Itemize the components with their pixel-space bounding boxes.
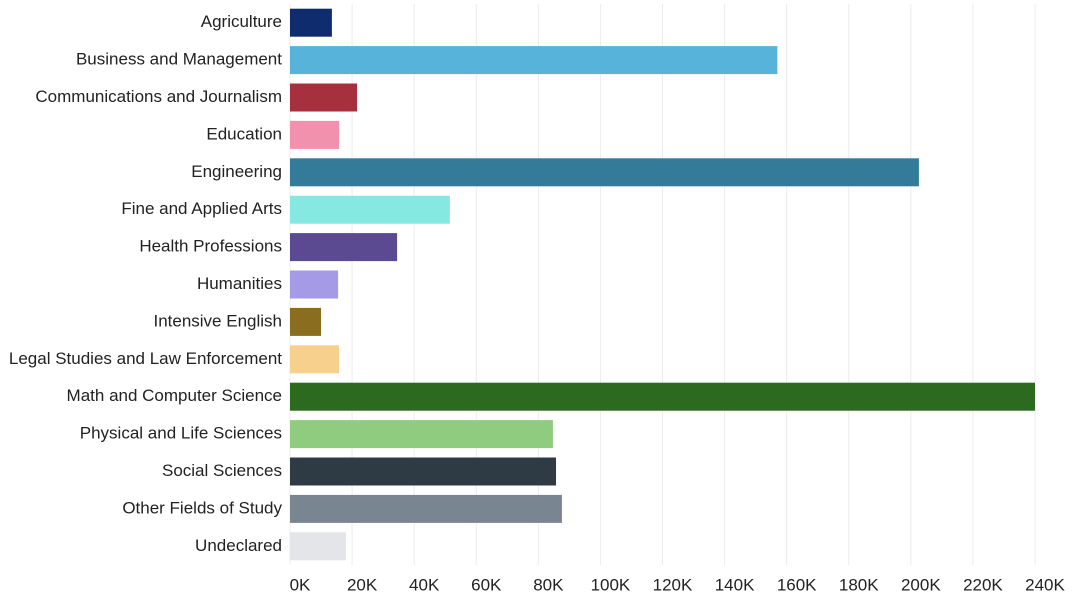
y-tick-label: Physical and Life Sciences <box>80 424 282 443</box>
bar <box>290 494 562 523</box>
x-tick-label: 240K <box>1025 575 1065 594</box>
x-tick-label: 220K <box>963 575 1003 594</box>
y-tick-label: Fine and Applied Arts <box>121 199 282 218</box>
y-tick-label: Communications and Journalism <box>35 87 282 106</box>
bar <box>290 233 398 262</box>
y-tick-label: Health Professions <box>139 237 282 256</box>
bar <box>290 420 553 449</box>
x-tick-label: 140K <box>715 575 755 594</box>
x-tick-label: 160K <box>777 575 817 594</box>
bar <box>290 345 340 374</box>
bar <box>290 158 919 187</box>
bar <box>290 532 346 561</box>
y-tick-label: Engineering <box>191 162 282 181</box>
y-tick-label: Math and Computer Science <box>67 386 282 405</box>
bar <box>290 457 557 486</box>
bar <box>290 382 1035 411</box>
x-tick-label: 120K <box>653 575 693 594</box>
bar <box>290 8 332 37</box>
x-tick-label: 0K <box>290 575 311 594</box>
x-tick-label: 180K <box>839 575 879 594</box>
bar <box>290 307 322 336</box>
x-tick-label: 20K <box>347 575 378 594</box>
bar <box>290 195 450 224</box>
x-tick-label: 40K <box>409 575 440 594</box>
y-tick-label: Education <box>206 124 282 143</box>
y-tick-label: Humanities <box>197 274 282 293</box>
x-tick-label: 80K <box>533 575 564 594</box>
bar <box>290 120 340 149</box>
bar <box>290 46 778 75</box>
y-tick-label: Business and Management <box>76 50 282 69</box>
bar <box>290 83 358 112</box>
y-tick-label: Other Fields of Study <box>122 498 282 517</box>
bar <box>290 270 339 299</box>
y-tick-label: Legal Studies and Law Enforcement <box>9 349 282 368</box>
y-tick-label: Social Sciences <box>162 461 282 480</box>
x-tick-label: 60K <box>471 575 502 594</box>
x-tick-label: 200K <box>901 575 941 594</box>
y-tick-label: Intensive English <box>153 311 282 330</box>
y-tick-label: Agriculture <box>201 12 282 31</box>
x-tick-label: 100K <box>591 575 631 594</box>
y-tick-label: Undeclared <box>195 536 282 555</box>
